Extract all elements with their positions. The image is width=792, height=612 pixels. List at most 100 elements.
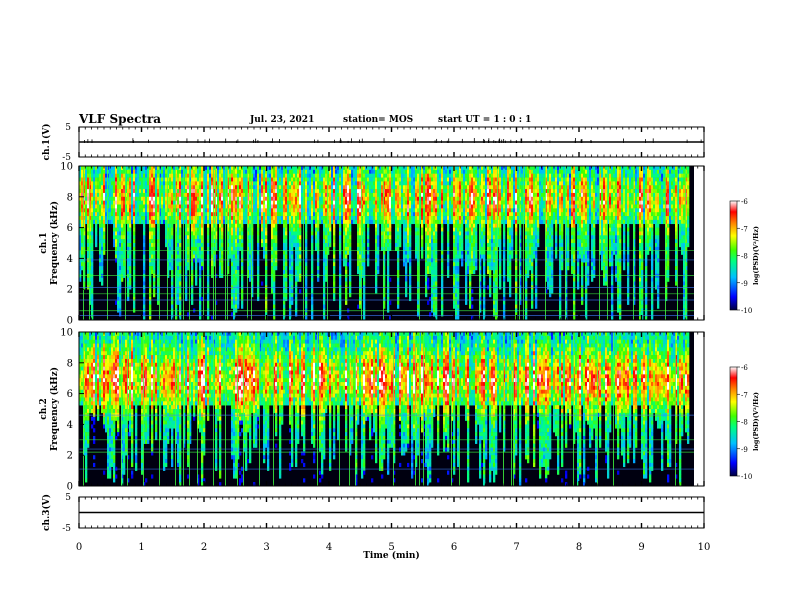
spectrogram-cell xyxy=(351,204,354,209)
spectrogram-cell xyxy=(243,219,246,225)
spectrogram-cell xyxy=(163,208,166,213)
spectrogram-cell xyxy=(383,296,386,302)
spectrogram-cell xyxy=(231,208,234,213)
spectrogram-cell xyxy=(385,243,388,248)
spectrogram-cell xyxy=(187,208,190,213)
spectrogram-cell xyxy=(187,173,190,178)
spectrogram-cell xyxy=(311,200,314,205)
spectrogram-cell xyxy=(443,219,446,225)
spectrogram-cell xyxy=(175,316,178,320)
spectrogram-cell xyxy=(185,181,188,186)
spectrogram-cell xyxy=(397,296,400,302)
spectrogram-cell xyxy=(185,204,188,209)
spectrogram-cell xyxy=(387,277,390,282)
spectrogram-cell xyxy=(135,185,138,190)
spectrogram-cell xyxy=(367,254,370,259)
spectrogram-cell xyxy=(447,258,450,263)
spectrogram-cell xyxy=(257,208,260,213)
spectrogram-cell xyxy=(247,185,250,190)
spectrogram-cell xyxy=(177,208,180,213)
spectrogram-cell xyxy=(201,231,204,236)
spectrogram-cell xyxy=(361,166,364,171)
spectrogram-cell xyxy=(325,235,328,240)
spectrogram-cell xyxy=(263,250,266,255)
spectrogram-cell xyxy=(143,166,146,171)
spectrogram-cell xyxy=(193,208,196,213)
spectrogram-cell xyxy=(111,196,114,201)
spectrogram-cell xyxy=(291,212,294,217)
spectrogram-cell xyxy=(375,254,378,259)
spectrogram-cell xyxy=(233,269,236,275)
spectrogram-cell xyxy=(241,212,244,217)
spectrogram-cell xyxy=(317,231,320,236)
spectrogram-cell xyxy=(205,192,208,198)
spectrogram-cell xyxy=(375,281,378,286)
spectrogram-cell xyxy=(123,262,126,267)
spectrogram-cell xyxy=(391,169,394,174)
spectrogram-cell xyxy=(191,227,194,232)
spectrogram-cell xyxy=(169,185,172,190)
spectrogram-cell xyxy=(149,192,152,198)
spectrogram-cell xyxy=(105,166,108,171)
spectrogram-cell xyxy=(435,227,438,232)
spectrogram-cell xyxy=(421,204,424,209)
spectrogram-cell xyxy=(261,200,264,205)
spectrogram-cell xyxy=(265,250,268,255)
spectrogram-cell xyxy=(213,166,216,171)
spectrogram-cell xyxy=(117,254,120,259)
spectrogram-cell xyxy=(81,250,84,255)
spectrogram-cell xyxy=(265,196,268,201)
spectrogram-cell xyxy=(167,200,170,205)
spectrogram-cell xyxy=(239,192,242,198)
spectrogram-cell xyxy=(265,239,268,244)
spectrogram-cell xyxy=(397,304,400,309)
spectrogram-cell xyxy=(233,231,236,236)
spectrogram-cell xyxy=(235,231,238,236)
spectrogram-cell xyxy=(117,173,120,178)
spectrogram-cell xyxy=(371,185,374,190)
spectrogram-cell xyxy=(155,166,158,171)
spectrogram-cell xyxy=(341,208,344,213)
spectrogram-cell xyxy=(107,169,110,174)
spectrogram-cell xyxy=(403,262,406,267)
spectrogram-cell xyxy=(395,181,398,186)
spectrogram-cell xyxy=(387,227,390,232)
spectrogram-cell xyxy=(325,185,328,190)
spectrogram-cell xyxy=(345,266,348,271)
spectrogram-cell xyxy=(177,281,180,286)
spectrogram-cell xyxy=(231,212,234,217)
spectrogram-cell xyxy=(377,166,380,171)
spectrogram-cell xyxy=(291,250,294,255)
spectrogram-cell xyxy=(407,204,410,209)
spectrogram-cell xyxy=(329,189,332,194)
spectrogram-cell xyxy=(387,204,390,209)
spectrogram-cell xyxy=(275,212,278,217)
spectrogram-cell xyxy=(297,173,300,178)
spectrogram-cell xyxy=(325,216,328,221)
spectrogram-cell xyxy=(259,173,262,178)
spectrogram-cell xyxy=(79,185,82,190)
spectrogram-cell xyxy=(165,219,168,225)
spectrogram-cell xyxy=(357,246,360,251)
spectrogram-cell xyxy=(205,219,208,225)
spectrogram-cell xyxy=(297,204,300,209)
spectrogram-cell xyxy=(201,208,204,213)
spectrogram-cell xyxy=(143,173,146,178)
spectrogram-cell xyxy=(129,246,132,251)
spectrogram-cell xyxy=(123,177,126,182)
spectrogram-cell xyxy=(169,231,172,236)
spectrogram-cell xyxy=(133,266,136,271)
spectrogram-cell xyxy=(341,196,344,201)
spectrogram-cell xyxy=(133,289,136,294)
spectrogram-cell xyxy=(195,273,198,278)
spectrogram-cell xyxy=(197,239,200,244)
spectrogram-cell xyxy=(165,192,168,198)
spectrogram-cell xyxy=(311,181,314,186)
spectrogram-cell xyxy=(453,258,456,263)
spectrogram-cell xyxy=(419,200,422,205)
spectrogram-cell xyxy=(455,258,458,263)
spectrogram-cell xyxy=(403,196,406,201)
spectrogram-cell xyxy=(443,185,446,190)
spectrogram-cell xyxy=(291,185,294,190)
spectrogram-cell xyxy=(291,293,294,298)
